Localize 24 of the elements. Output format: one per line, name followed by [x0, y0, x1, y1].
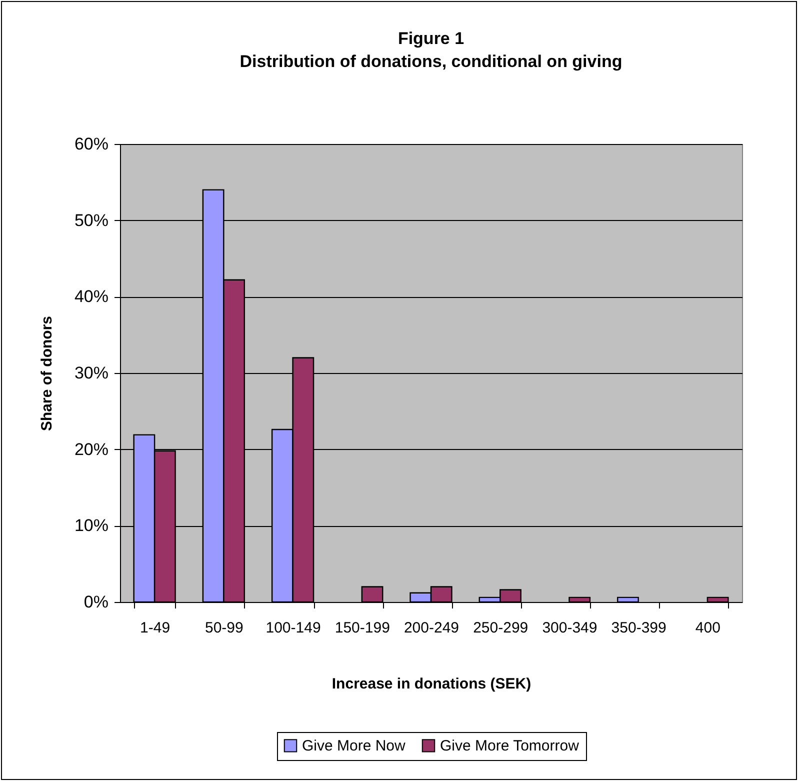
legend-label: Give More Tomorrow [440, 738, 580, 755]
y-tick-label: 10% [74, 516, 108, 536]
x-axis-title: Increase in donations (SEK) [332, 676, 532, 692]
y-tick-label: 40% [74, 287, 108, 306]
x-tick-label: 200-249 [404, 620, 460, 636]
y-tick-label: 20% [74, 440, 108, 459]
y-tick-label: 60% [74, 134, 108, 154]
chart-title: Figure 1 [398, 29, 464, 48]
x-tick-label: 100-149 [266, 620, 321, 636]
x-tick-label: 50-99 [204, 620, 244, 636]
legend-label: Give More Now [302, 738, 406, 755]
x-tick-label: 350-399 [611, 620, 666, 636]
y-tick-label: 50% [74, 210, 108, 230]
x-tick-label: 250-299 [473, 620, 528, 636]
x-tick-label: 300-349 [542, 620, 598, 636]
y-tick-label: 30% [74, 364, 108, 382]
x-tick-label: 1-49 [140, 620, 170, 636]
y-tick-label: 0% [84, 592, 108, 612]
chart-subtitle: Distribution of donations, conditional on giving [240, 52, 622, 71]
x-tick-label: 150-199 [334, 620, 390, 636]
y-axis-title: Share of donors [38, 316, 56, 432]
bar [361, 586, 384, 603]
bar [617, 596, 639, 603]
x-tick-label: 400 [695, 620, 720, 636]
